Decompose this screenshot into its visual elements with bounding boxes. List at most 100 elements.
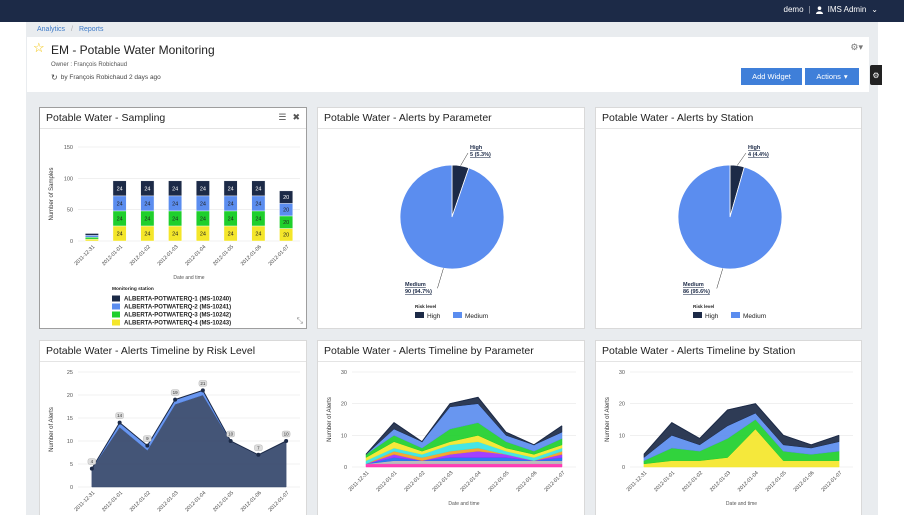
panel-alerts-by-parameter: Potable Water - Alerts by Parameter High… xyxy=(317,107,585,329)
bar-segment xyxy=(85,233,99,236)
pie-slice xyxy=(677,164,783,270)
add-widget-button[interactable]: Add Widget xyxy=(741,68,802,85)
pie-label-name: Medium xyxy=(405,282,426,288)
x-axis-label: Date and time xyxy=(726,501,757,507)
bar-segment xyxy=(85,235,99,238)
area-series xyxy=(365,460,563,465)
right-gutter xyxy=(878,22,904,515)
x-axis-label: Date and time xyxy=(448,501,479,507)
bar-segment xyxy=(168,180,182,197)
panel-divider xyxy=(596,128,861,129)
pie-label-value: 86 (95.6%) xyxy=(683,289,710,295)
y-axis-label: Number of Alerts xyxy=(49,407,55,452)
area-point xyxy=(284,439,289,443)
data-label: 10 xyxy=(228,432,234,437)
y-tick-label: 50 xyxy=(67,208,73,214)
legend-swatch xyxy=(112,295,120,302)
user-icon xyxy=(815,5,823,14)
data-label: 19 xyxy=(173,390,179,395)
bar-data-label: 24 xyxy=(117,231,123,237)
y-tick-label: 0 xyxy=(70,239,73,245)
bar-segment xyxy=(251,180,266,197)
bar-data-label: 24 xyxy=(228,216,234,222)
x-tick-label: 2011-12-31 xyxy=(74,244,97,267)
x-tick-label: 2012-01-01 xyxy=(101,244,124,267)
bar-data-label: 24 xyxy=(144,201,150,207)
data-label-box xyxy=(143,435,152,442)
actions-label: Actions xyxy=(816,72,841,81)
bar-data-label: 24 xyxy=(255,186,261,192)
favorite-star-icon[interactable]: ☆ xyxy=(33,40,45,55)
legend-label: ALBERTA-POTWATERQ-1 (MS-10240) xyxy=(124,297,231,303)
x-axis-label: Date and time xyxy=(173,275,204,281)
breadcrumb-analytics[interactable]: Analytics xyxy=(37,26,66,33)
modified-info: ↻ by François Robichaud 2 days ago xyxy=(51,73,161,82)
chevron-down-icon[interactable]: ⌄ xyxy=(871,5,878,14)
org-name[interactable]: demo xyxy=(783,5,804,14)
data-label: 9 xyxy=(146,436,149,441)
bar-data-label: 24 xyxy=(228,201,234,207)
panel-timeline-risk: Potable Water - Alerts Timeline by Risk … xyxy=(39,340,307,515)
user-menu[interactable]: demo | IMS Admin ⌄ xyxy=(784,5,878,14)
x-tick-label: 2012-01-04 xyxy=(737,470,760,493)
side-gear-icon[interactable]: ⚙ xyxy=(870,65,882,85)
y-tick-label: 0 xyxy=(344,465,347,471)
data-label: 21 xyxy=(200,381,206,386)
legend-label: ALBERTA-POTWATERQ-3 (MS-10242) xyxy=(124,313,231,319)
y-tick-label: 0 xyxy=(70,485,73,491)
menu-icon[interactable]: ☰ xyxy=(278,112,287,122)
x-tick-label: 2012-01-01 xyxy=(653,470,676,493)
panel-controls: ☰ ✖ xyxy=(278,112,300,123)
data-label-box xyxy=(226,430,235,438)
panel-title: Potable Water - Alerts Timeline by Risk … xyxy=(46,345,256,357)
owner-label: Owner : François Robichaud xyxy=(51,62,128,68)
legend-swatch xyxy=(112,311,120,318)
bar-data-label: 20 xyxy=(283,233,289,239)
y-tick-label: 10 xyxy=(619,433,625,439)
caret-down-icon: ▾ xyxy=(843,72,848,81)
settings-gear-icon[interactable]: ⚙▾ xyxy=(850,42,863,52)
pie-label-value: 5 (5.3%) xyxy=(470,152,491,158)
bar-data-label: 20 xyxy=(283,208,289,214)
report-header: ☆ EM - Potable Water Monitoring Owner : … xyxy=(27,37,869,92)
x-tick-label: 2012-01-07 xyxy=(543,470,566,493)
bar-data-label: 24 xyxy=(200,186,206,192)
data-label-box xyxy=(87,458,97,465)
area-point xyxy=(200,388,205,393)
breadcrumb-separator: / xyxy=(71,26,73,33)
data-label-box xyxy=(254,444,263,451)
bar-data-label: 20 xyxy=(283,195,289,201)
bar-data-label: 24 xyxy=(255,231,261,237)
x-tick-label: 2012-01-05 xyxy=(212,244,235,267)
legend-label: High xyxy=(427,313,441,320)
x-tick-label: 2012-01-02 xyxy=(129,490,152,513)
legend-label: High xyxy=(705,313,719,320)
panel-sampling: Potable Water - Sampling ☰ ✖ 0 50 100 150 Nu… xyxy=(39,107,307,329)
y-tick-label: 10 xyxy=(67,439,73,445)
x-tick-label: 2012-01-03 xyxy=(157,244,180,267)
legend-title: Risk level xyxy=(415,304,436,309)
bar-data-label: 24 xyxy=(228,186,234,192)
breadcrumb-reports[interactable]: Reports xyxy=(78,26,104,33)
close-icon[interactable]: ✖ xyxy=(292,112,300,122)
y-tick-label: 25 xyxy=(67,370,73,376)
panel-title: Potable Water - Alerts Timeline by Stati… xyxy=(602,345,796,357)
legend-title: Risk level xyxy=(693,304,714,309)
actions-button[interactable]: Actions ▾ xyxy=(805,68,859,85)
legend-swatch xyxy=(415,312,424,318)
resize-handle-icon[interactable]: ⤡ xyxy=(296,316,303,325)
pie-label-value: 4 (4.4%) xyxy=(748,152,769,158)
x-tick-label: 2012-01-06 xyxy=(515,470,538,493)
x-tick-label: 2012-01-05 xyxy=(765,470,788,493)
y-tick-label: 20 xyxy=(341,402,347,408)
x-tick-label: 2012-01-02 xyxy=(403,470,426,493)
x-tick-label: 2012-01-07 xyxy=(268,244,291,267)
area-point xyxy=(256,452,261,457)
x-tick-label: 2012-01-06 xyxy=(240,244,263,267)
user-name[interactable]: IMS Admin xyxy=(827,5,867,14)
bar-segment xyxy=(85,238,99,242)
y-axis-label: Number of Alerts xyxy=(327,397,333,442)
bar-segment xyxy=(223,180,238,197)
